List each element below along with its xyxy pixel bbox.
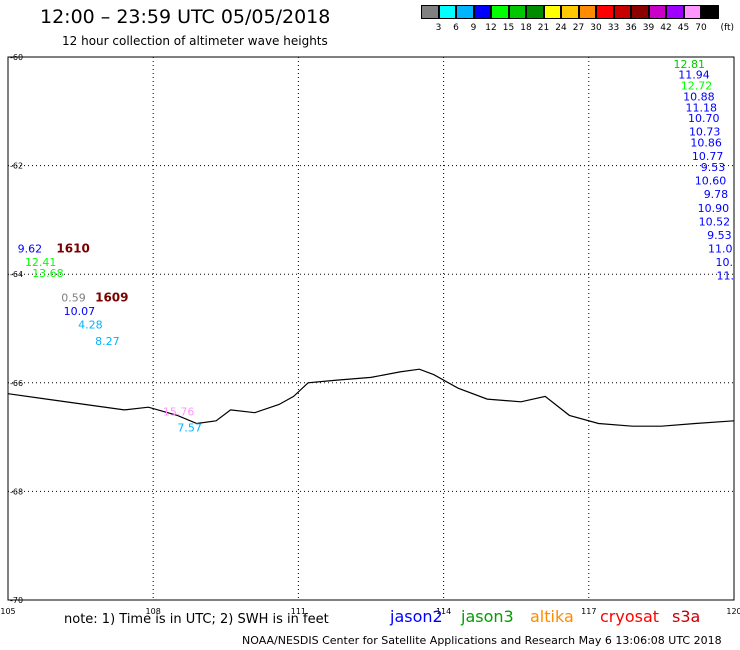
longitude-tick-label: 111 [291,607,306,616]
wave-height-observation: 13.68 [32,267,64,280]
legend-swatch [648,5,666,19]
wave-height-observation: 11. [717,270,735,283]
wave-height-observation: 9.78 [704,188,729,201]
longitude-tick-label: 108 [146,607,161,616]
legend-swatch [438,5,456,19]
wave-height-observation: 7.57 [177,422,202,435]
wave-height-observation: 10.90 [698,202,730,215]
longitude-tick-label: 114 [436,607,451,616]
satellite-label-cryosat: cryosat [600,607,660,626]
wave-height-observation: 10.07 [64,305,96,318]
latitude-tick-label: -66 [10,379,23,388]
latitude-tick-label: -64 [10,270,23,279]
legend-label: 21 [537,23,550,33]
wave-height-observation: 10.60 [695,175,727,188]
latitude-tick-label: -60 [10,53,23,62]
legend-label: 15 [502,23,515,33]
legend-label: 39 [642,23,655,33]
legend-swatch [561,5,579,19]
legend-swatch [526,5,544,19]
wave-height-observation: 10.86 [690,137,722,150]
legend-label: 27 [572,23,585,33]
legend-label: 36 [625,23,637,33]
legend-swatch [508,5,526,19]
legend-swatch [683,5,701,19]
satellite-label-s3a: s3a [672,607,701,626]
wave-height-observation: 0.59 [61,291,86,304]
wave-height-observation: 9.62 [18,242,43,255]
legend-label: 45 [677,23,690,33]
wave-height-observation: 9.53 [707,229,732,242]
wave-height-observation: 11.94 [678,69,710,82]
legend-swatch [666,5,684,19]
wave-height-observation: 12.81 [673,58,705,71]
legend-swatch [491,5,509,19]
storm-track-id: 1610 [56,241,89,255]
wave-height-observation: 15.76 [163,405,195,418]
satellite-label-jason2: jason2 [390,607,443,626]
page-subtitle: 12 hour collection of altimeter wave hei… [62,34,328,48]
storm-track-id: 1609 [95,290,128,304]
longitude-tick-label: 120 [726,607,740,616]
legend-label: 3 [435,23,442,33]
wave-height-observation: 11.18 [686,101,718,114]
credit-line: NOAA/NESDIS Center for Satellite Applica… [242,634,722,647]
legend-swatch [578,5,596,19]
legend-swatch [456,5,474,19]
legend-swatch [701,5,719,19]
legend-swatch [543,5,561,19]
antarctic-coastline [7,368,735,427]
latitude-tick-label: -62 [10,162,23,171]
footer-note: note: 1) Time is in UTC; 2) SWH is in fe… [64,612,329,627]
legend-swatch [421,5,439,19]
wave-height-observation: 4.28 [78,319,103,332]
map-frame [7,56,735,601]
wave-height-observation: 12.72 [681,80,713,93]
legend-label: 33 [607,23,620,33]
legend-swatch [631,5,649,19]
wave-height-observation: 10.52 [699,215,731,228]
legend-label: 30 [590,23,602,33]
legend-label: 9 [470,23,477,33]
wave-height-observation: 10.70 [688,112,720,125]
legend-label: 24 [555,23,567,33]
legend-label: 42 [660,23,672,33]
legend-swatch [596,5,614,19]
wave-height-observation: 11.0 [708,242,733,255]
longitude-tick-label: 105 [0,607,15,616]
longitude-tick-label: 117 [581,607,596,616]
wave-height-observation: 9.53 [701,161,726,174]
wave-height-observation: 10.88 [683,90,715,103]
wave-height-observation: 10.73 [689,126,721,139]
latitude-tick-label: -68 [10,487,23,496]
wave-height-observation: 12.41 [25,256,57,269]
page-title: 12:00 – 23:59 UTC 05/05/2018 [40,6,331,28]
legend-label: 6 [453,23,459,33]
legend-label: 70 [695,23,707,33]
wave-height-observation: 10. [716,256,734,269]
latitude-tick-label: -70 [10,596,23,605]
wave-height-observation: 10.77 [692,150,724,163]
legend-label: 18 [520,23,532,33]
wave-height-observation: 8.27 [95,335,120,348]
legend-swatch [473,5,491,19]
legend-label: 12 [485,23,497,33]
satellite-label-altika: altika [530,607,574,626]
satellite-label-jason3: jason3 [461,607,514,626]
legend-unit: (ft) [720,23,735,33]
legend-swatch [613,5,631,19]
